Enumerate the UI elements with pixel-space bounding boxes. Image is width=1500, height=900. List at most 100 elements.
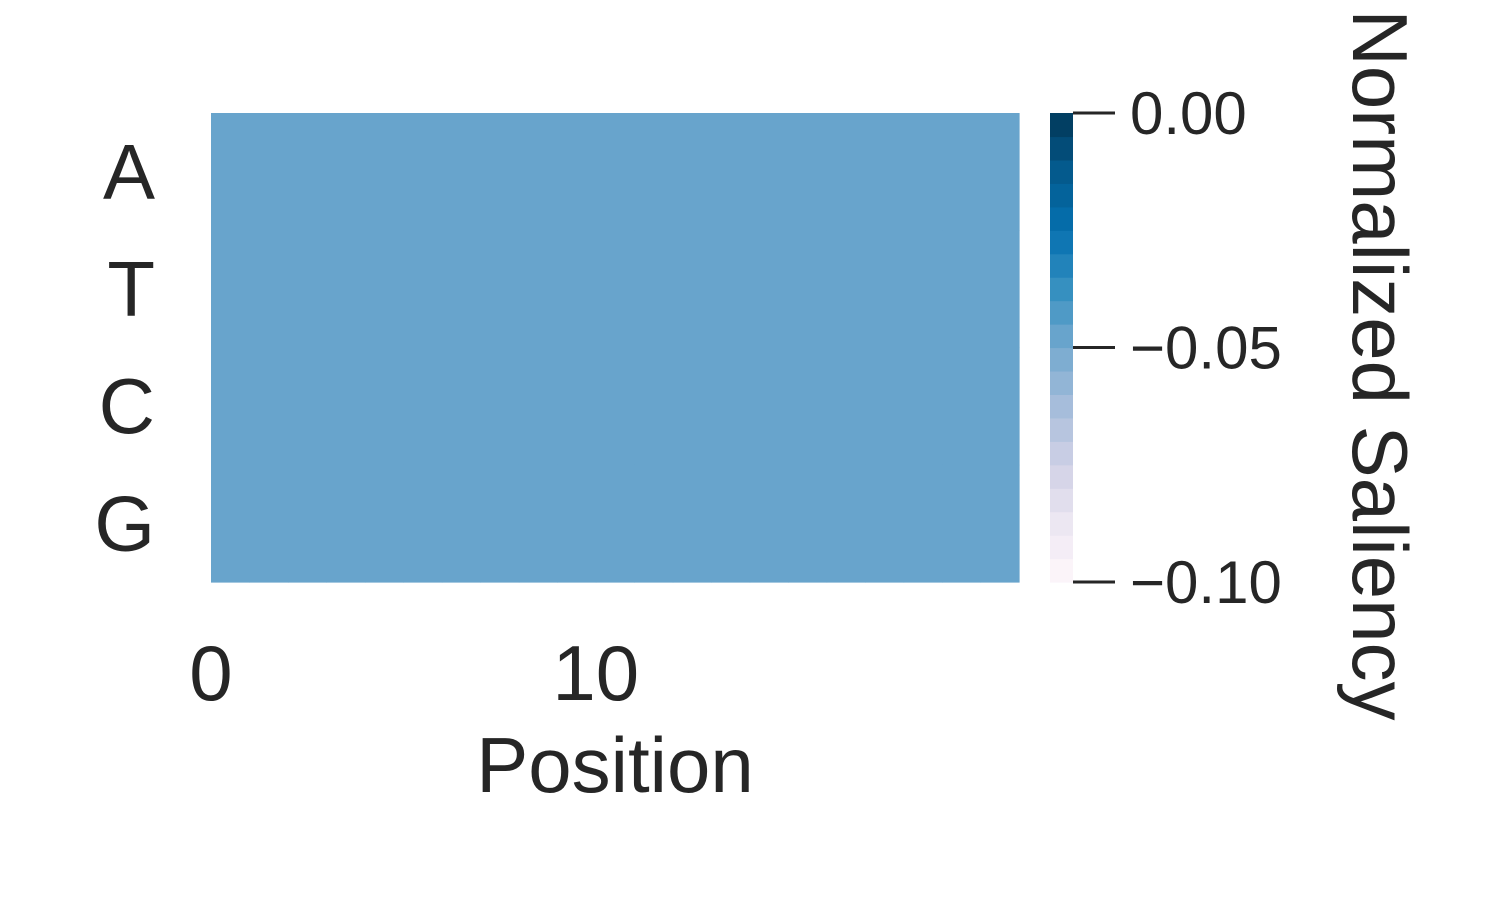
heatmap-cell [480, 230, 520, 349]
heatmap-cell [865, 113, 905, 231]
heatmap-cell [749, 113, 789, 231]
heatmap-cell [788, 464, 828, 583]
heatmap-cell [634, 347, 674, 466]
heatmap-cell [557, 464, 597, 583]
x-axis-label: Position [476, 721, 754, 809]
colorbar-segment [1050, 253, 1073, 278]
heatmap-cell [826, 230, 866, 349]
heatmap-cell [441, 113, 481, 231]
colorbar-segment [1050, 394, 1073, 419]
heatmap-cell [441, 347, 481, 466]
heatmap-cell [249, 113, 289, 231]
heatmap-cell [249, 230, 289, 349]
heatmap-cell [326, 464, 366, 583]
heatmap-cell [518, 230, 558, 349]
heatmap-cell [403, 464, 443, 583]
heatmap-cell [326, 230, 366, 349]
heatmap-cell [287, 113, 328, 231]
row-label: G [94, 479, 155, 567]
heatmap-cell [788, 347, 828, 466]
heatmap-cell [403, 347, 443, 466]
heatmap-cell [441, 464, 481, 583]
heatmap-cell [595, 347, 635, 466]
heatmap-cell [211, 464, 251, 583]
colorbar-segment [1050, 535, 1073, 560]
colorbar-segment [1050, 511, 1073, 536]
row-label: T [107, 245, 155, 333]
heatmap-cell [211, 230, 251, 349]
heatmap-cell [826, 347, 866, 466]
heatmap-cell [826, 113, 866, 231]
heatmap-cell [480, 347, 520, 466]
heatmap-cell [518, 347, 558, 466]
heatmap-cell [865, 230, 905, 349]
heatmap-cell [249, 347, 289, 466]
heatmap-cell [326, 347, 366, 466]
heatmap-cell [364, 464, 404, 583]
colorbar-segment [1050, 159, 1073, 184]
heatmap-cell [980, 230, 1020, 349]
colorbar-segment [1050, 417, 1073, 442]
heatmap-cell [749, 230, 789, 349]
row-label: A [103, 128, 155, 216]
heatmap-cell [903, 230, 943, 349]
colorbar-segment [1050, 347, 1073, 372]
heatmap-cell [942, 347, 982, 466]
heatmap-cell [634, 464, 674, 583]
colorbar-label: Normalized Saliency [1336, 10, 1424, 721]
heatmap-cell [557, 347, 597, 466]
heatmap-cell [942, 464, 982, 583]
heatmap-cell [749, 464, 789, 583]
heatmap-cell [634, 230, 674, 349]
heatmap-cell [942, 230, 982, 349]
heatmap-cell [672, 113, 712, 231]
heatmap-cell [480, 113, 520, 231]
heatmap-cell [211, 113, 251, 231]
heatmap-cell [364, 113, 404, 231]
colorbar-segment [1050, 230, 1073, 255]
heatmap-cell [518, 464, 558, 583]
heatmap-cells [211, 113, 1020, 583]
heatmap-cell [595, 230, 635, 349]
heatmap-cell [980, 464, 1020, 583]
heatmap-cell [903, 113, 943, 231]
colorbar [1050, 113, 1073, 583]
heatmap-cell [711, 113, 751, 231]
heatmap-cell [749, 347, 789, 466]
heatmap-cell [441, 230, 481, 349]
heatmap-cell [249, 464, 289, 583]
colorbar-segment [1050, 324, 1073, 349]
heatmap-cell [518, 113, 558, 231]
heatmap-cell [634, 113, 674, 231]
colorbar-ticks: 0.00 −0.05 −0.10 [1073, 80, 1282, 616]
heatmap-cell [980, 347, 1020, 466]
heatmap-cell [211, 347, 251, 466]
heatmap-cell [557, 230, 597, 349]
heatmap-cell [326, 113, 366, 231]
heatmap-cell [942, 113, 982, 231]
heatmap-cell [287, 230, 328, 349]
heatmap-cell [788, 230, 828, 349]
colorbar-segment [1050, 441, 1073, 466]
heatmap-cell [711, 464, 751, 583]
heatmap-cell [672, 464, 712, 583]
heatmap-cell [364, 347, 404, 466]
colorbar-tick-label: −0.10 [1130, 549, 1282, 616]
colorbar-segment [1050, 136, 1073, 161]
colorbar-segment [1050, 488, 1073, 513]
heatmap-cell [595, 113, 635, 231]
x-tick-label: 0 [189, 629, 232, 717]
colorbar-segment [1050, 558, 1073, 583]
x-tick-label: 10 [552, 629, 639, 717]
colorbar-segment [1050, 113, 1073, 138]
heatmap-cell [287, 464, 328, 583]
heatmap-cell [403, 113, 443, 231]
heatmap-cell [903, 347, 943, 466]
colorbar-segment [1050, 206, 1073, 231]
heatmap-cell [672, 347, 712, 466]
heatmap-cell [364, 230, 404, 349]
colorbar-segment [1050, 300, 1073, 325]
colorbar-tick-label: −0.05 [1130, 315, 1282, 382]
